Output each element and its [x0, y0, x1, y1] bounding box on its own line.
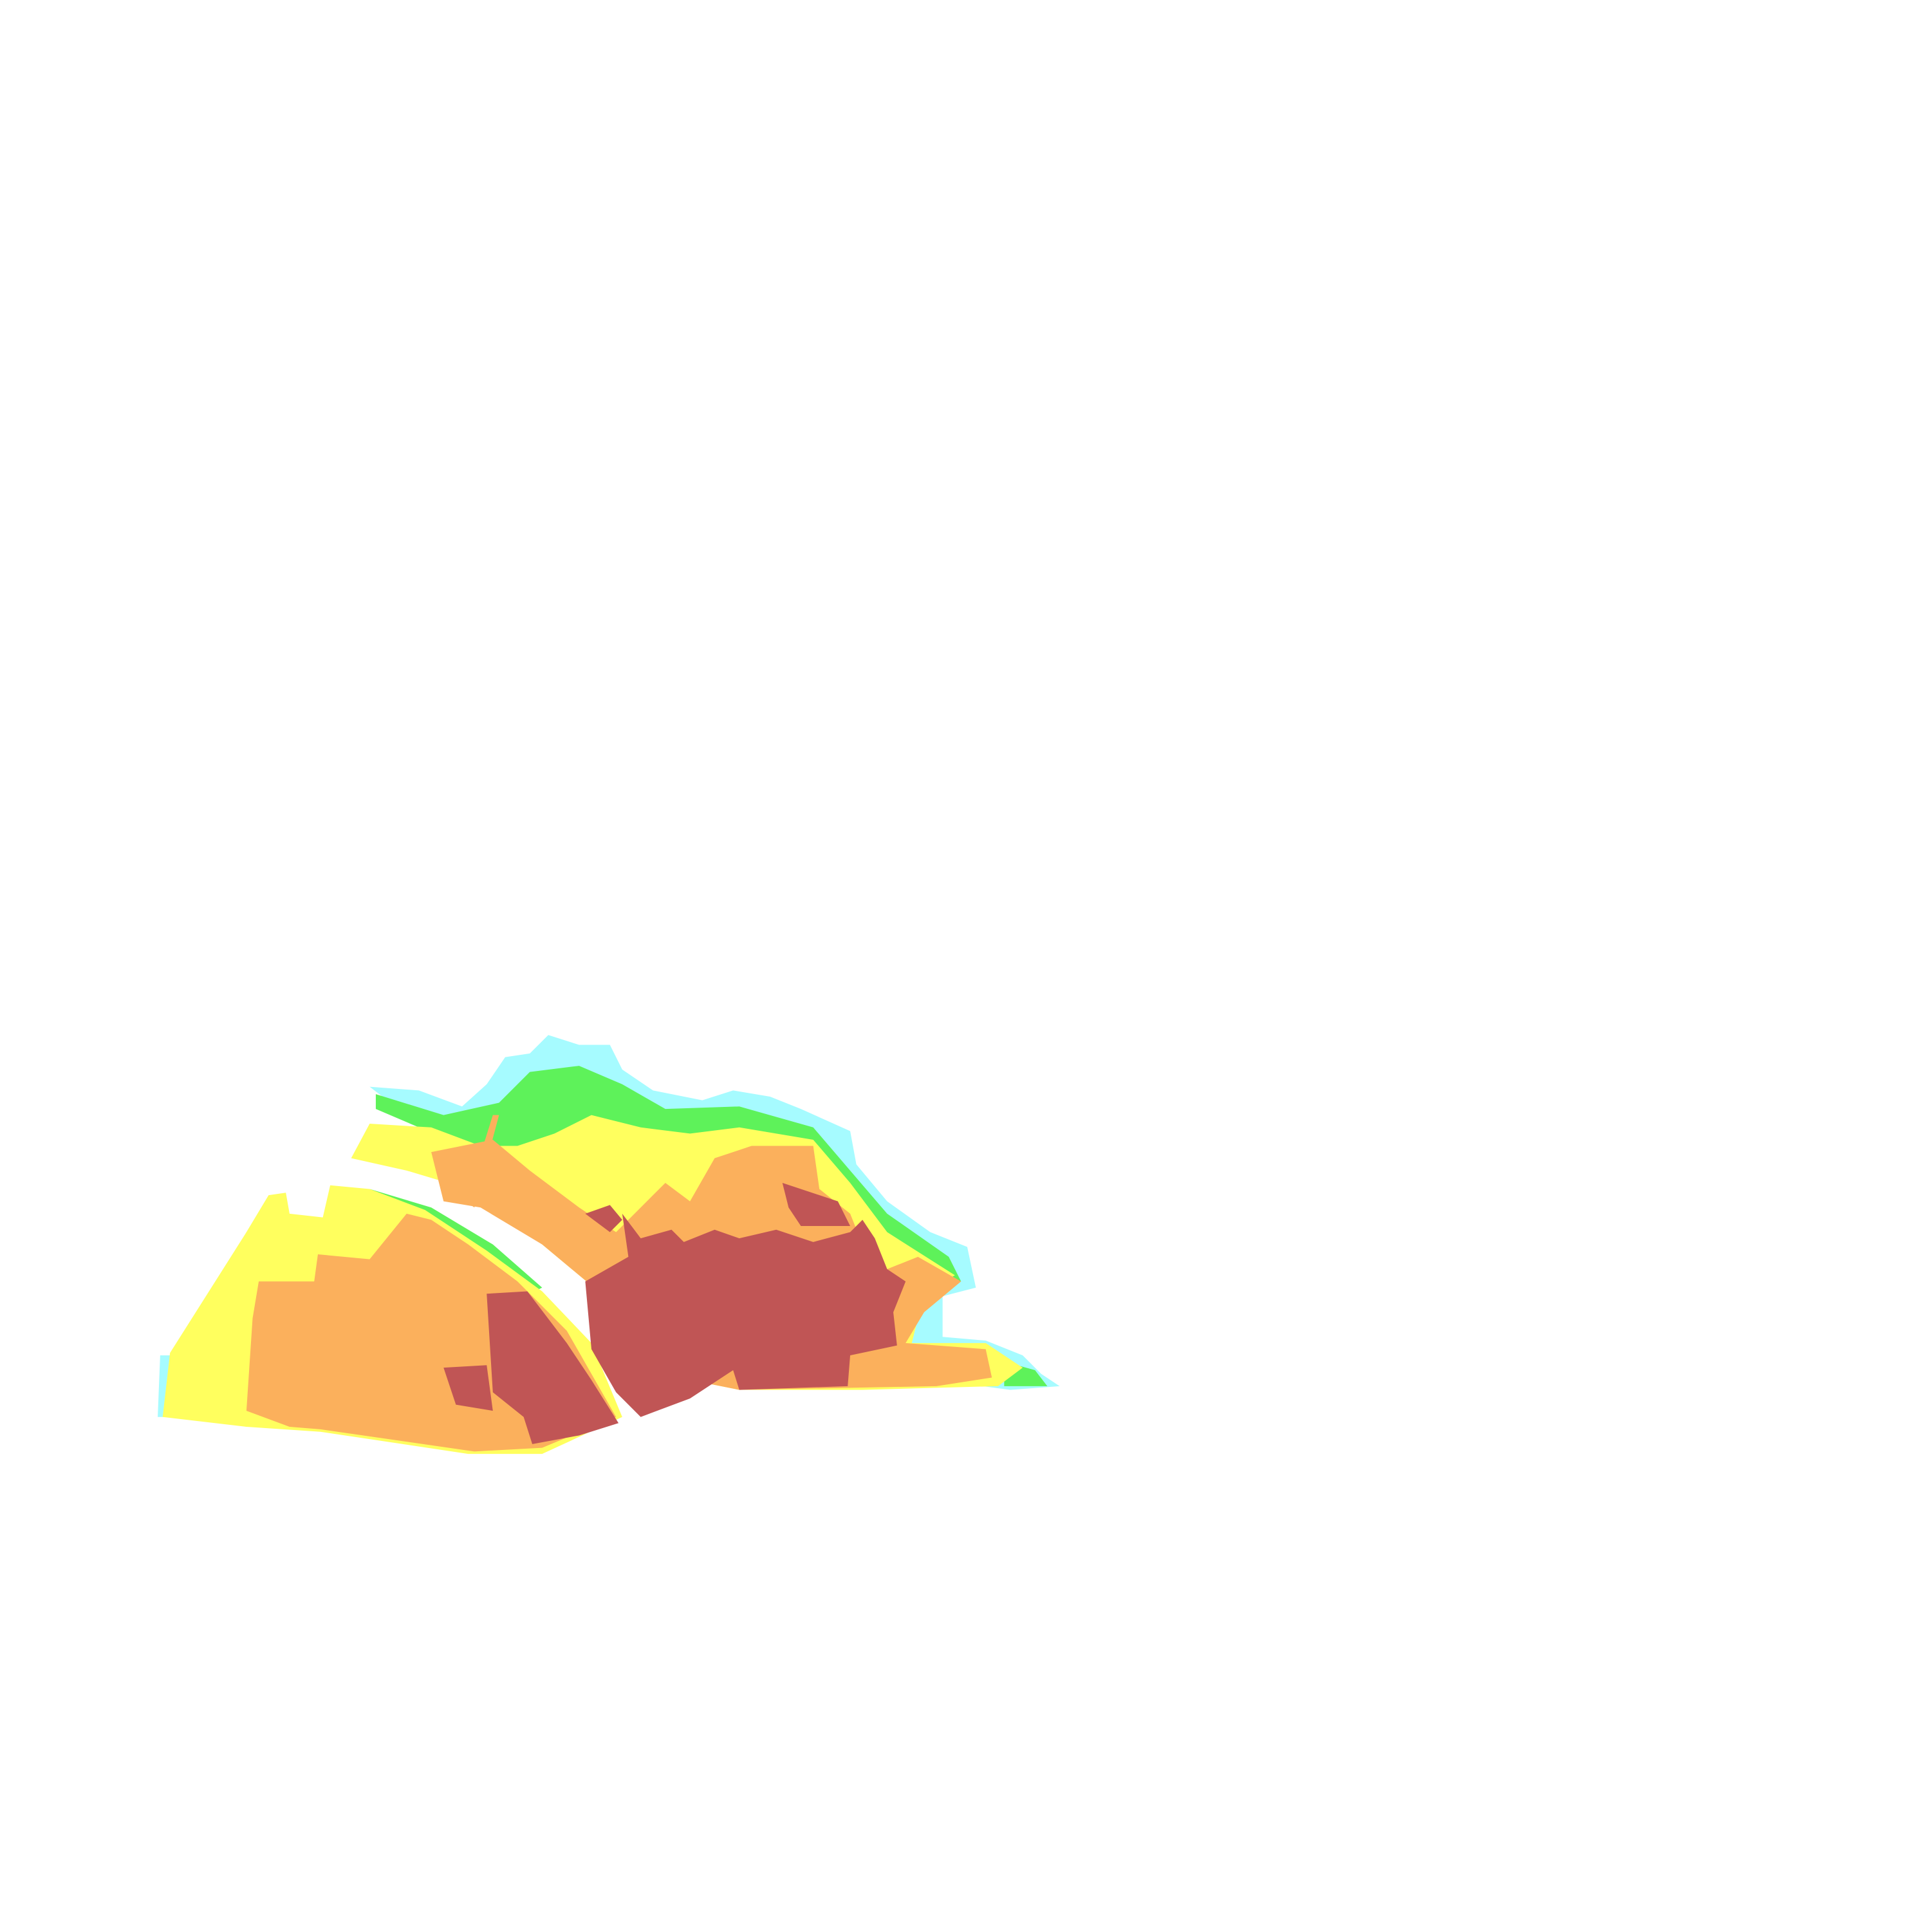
orange-strip — [465, 1115, 499, 1208]
region-very-high — [443, 1182, 906, 1444]
red-north-patch — [585, 1205, 622, 1232]
red-east-patch — [782, 1182, 851, 1226]
red-west-wedge — [487, 1291, 619, 1444]
red-central-block — [585, 1213, 906, 1417]
red-west-speckle — [443, 1365, 493, 1411]
green-band-north — [375, 1066, 961, 1282]
